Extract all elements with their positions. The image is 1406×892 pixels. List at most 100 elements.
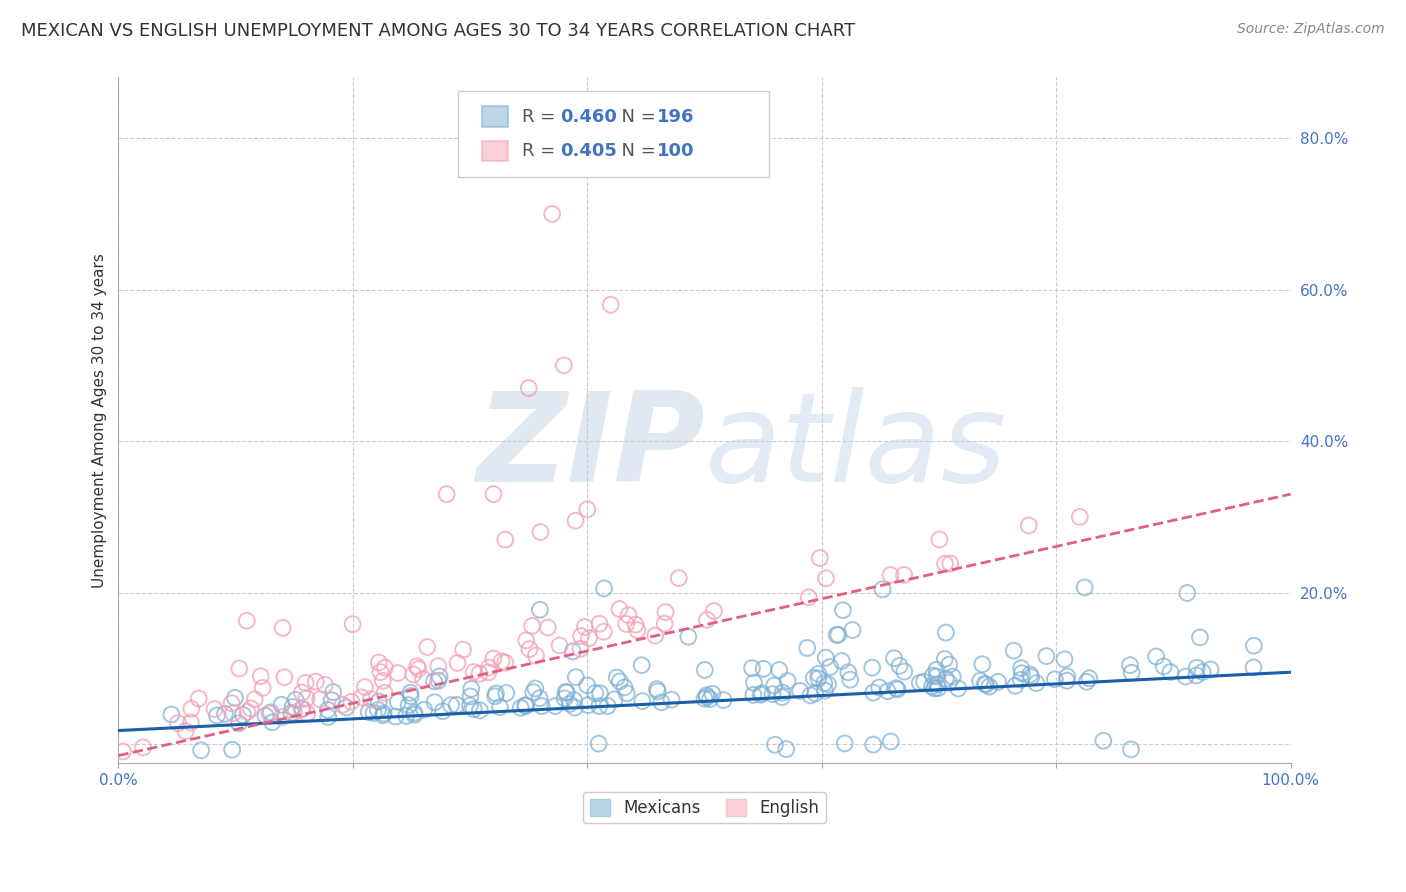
Point <box>398 698 420 713</box>
Point <box>834 736 856 750</box>
Point <box>761 687 783 701</box>
Point <box>938 657 960 672</box>
Text: N =: N = <box>610 108 661 126</box>
Point <box>948 681 970 696</box>
Point <box>446 698 468 712</box>
Point <box>553 359 575 373</box>
Point <box>271 710 294 724</box>
Point <box>367 703 389 717</box>
Point <box>1043 673 1066 687</box>
Point <box>224 690 246 705</box>
Point <box>491 654 513 668</box>
Point <box>574 620 596 634</box>
Point <box>606 671 628 685</box>
Point <box>468 666 491 681</box>
Point <box>371 708 394 723</box>
Point <box>1035 649 1057 664</box>
Point <box>564 514 586 528</box>
Point <box>1121 665 1143 680</box>
Point <box>1018 518 1040 533</box>
Point <box>588 737 610 751</box>
Point <box>440 698 463 712</box>
Point <box>222 706 245 721</box>
Point <box>935 625 957 640</box>
Point <box>741 661 763 675</box>
Point <box>1185 668 1208 682</box>
Point <box>1144 649 1167 664</box>
Point <box>427 673 450 688</box>
Point <box>284 693 307 707</box>
Point <box>111 744 134 758</box>
Point <box>818 660 841 674</box>
Point <box>924 681 946 696</box>
Point <box>814 571 837 585</box>
Point <box>174 724 197 739</box>
Point <box>879 568 901 582</box>
Point <box>1011 666 1033 681</box>
Point <box>825 628 848 642</box>
Point <box>273 670 295 684</box>
Point <box>1119 658 1142 673</box>
Point <box>232 708 254 723</box>
Point <box>1191 665 1213 679</box>
Point <box>588 699 610 714</box>
Text: MEXICAN VS ENGLISH UNEMPLOYMENT AMONG AGES 30 TO 34 YEARS CORRELATION CHART: MEXICAN VS ENGLISH UNEMPLOYMENT AMONG AG… <box>21 22 855 40</box>
Point <box>423 674 446 689</box>
Point <box>630 658 652 673</box>
Point <box>436 487 458 501</box>
Point <box>429 669 451 683</box>
Point <box>548 639 571 653</box>
Point <box>763 679 786 693</box>
Point <box>972 657 994 672</box>
Point <box>1092 733 1115 747</box>
Point <box>678 630 700 644</box>
Point <box>370 665 392 679</box>
Point <box>613 681 636 695</box>
Point <box>260 706 283 720</box>
Point <box>515 633 537 648</box>
Point <box>530 699 553 714</box>
Point <box>1019 667 1042 681</box>
Point <box>1025 676 1047 690</box>
Point <box>921 668 943 682</box>
Point <box>132 740 155 755</box>
Point <box>583 686 606 700</box>
Point <box>180 702 202 716</box>
Point <box>934 652 956 666</box>
Point <box>614 617 637 632</box>
Point <box>236 614 259 628</box>
Point <box>399 689 422 703</box>
Point <box>616 686 638 700</box>
Point <box>1076 674 1098 689</box>
Point <box>249 669 271 683</box>
Point <box>1010 661 1032 675</box>
Point <box>371 673 394 688</box>
Point <box>617 608 640 623</box>
Point <box>412 672 434 686</box>
Point <box>270 698 292 712</box>
Point <box>367 694 389 708</box>
Point <box>668 571 690 585</box>
Point <box>204 702 226 716</box>
Point <box>942 670 965 684</box>
Point <box>654 616 676 631</box>
Point <box>876 684 898 698</box>
Point <box>797 591 820 605</box>
Point <box>1153 659 1175 673</box>
Point <box>927 681 949 695</box>
Point <box>283 706 305 720</box>
Point <box>305 674 328 689</box>
Point <box>468 704 491 718</box>
Y-axis label: Unemployment Among Ages 30 to 34 years: Unemployment Among Ages 30 to 34 years <box>93 252 107 588</box>
Point <box>524 681 547 696</box>
Point <box>565 670 588 684</box>
Point <box>837 665 859 680</box>
Point <box>807 666 830 681</box>
Point <box>1056 669 1078 683</box>
Point <box>696 613 718 627</box>
Point <box>925 663 948 677</box>
Text: R =: R = <box>522 142 561 160</box>
Point <box>558 697 581 711</box>
Point <box>322 685 344 699</box>
Point <box>515 698 537 713</box>
